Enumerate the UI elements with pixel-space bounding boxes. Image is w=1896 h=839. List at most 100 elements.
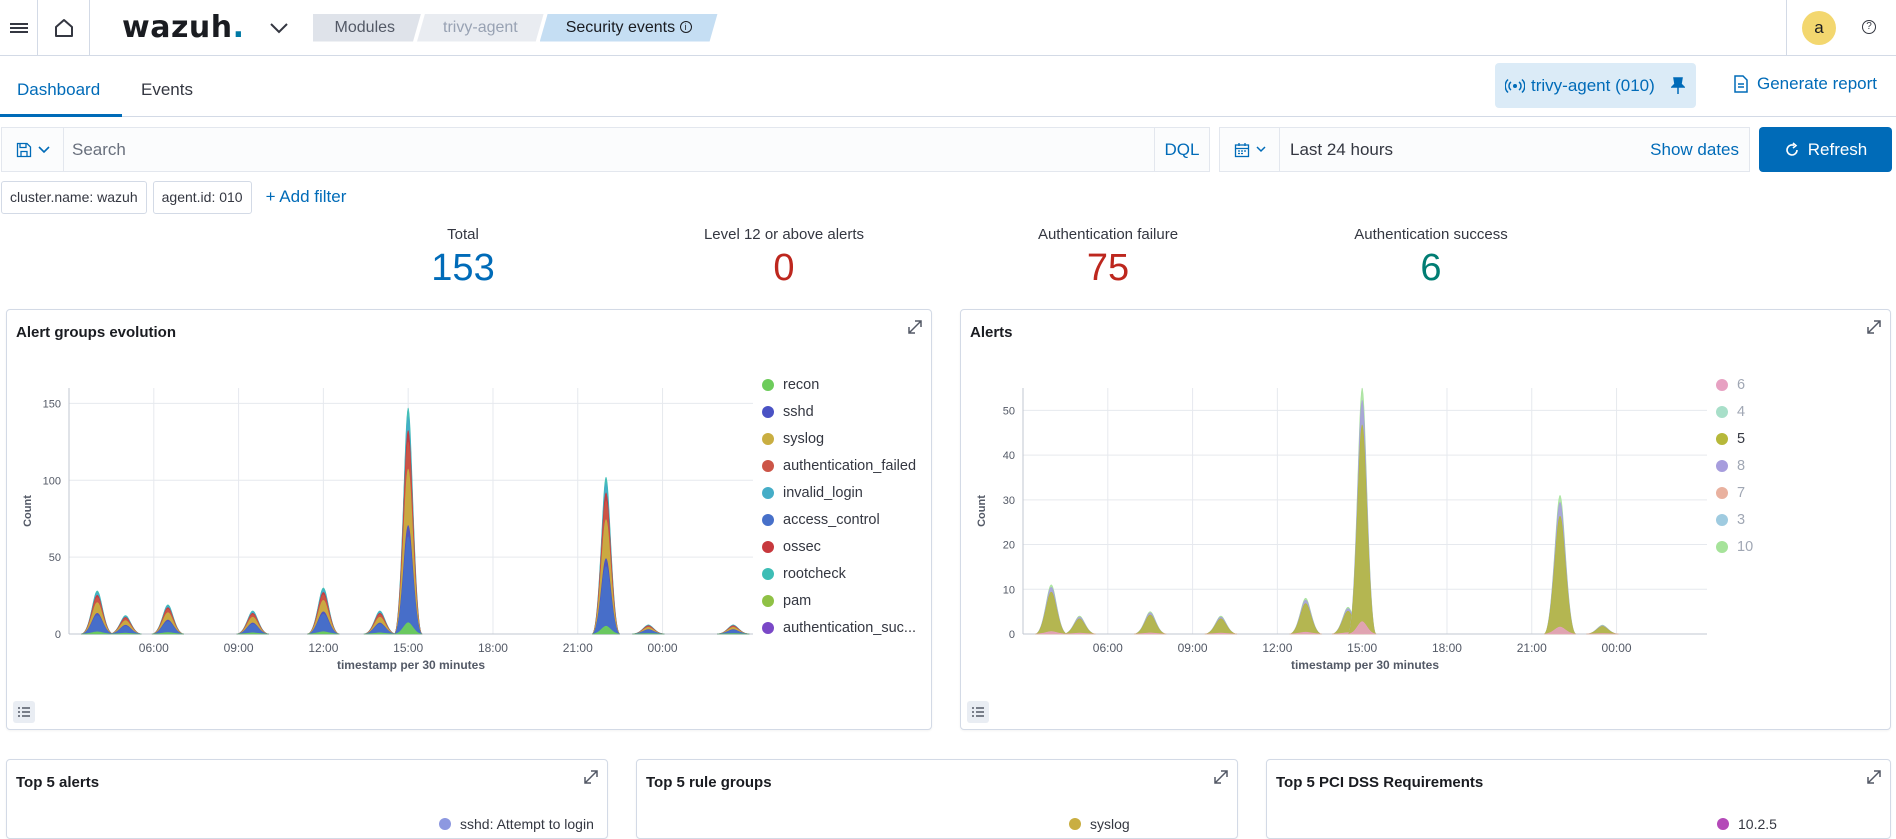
area-mark [237,624,269,634]
stat-value[interactable]: 153 [388,247,538,290]
legend-dot [1716,541,1728,553]
legend-dot [762,541,774,553]
stat-value[interactable]: 75 [1008,247,1208,290]
legend-item[interactable]: 5 [1716,425,1753,452]
x-tick-label: 18:00 [1432,641,1462,655]
panel-title: Alerts [970,324,1013,341]
agent-pill[interactable]: trivy-agent (010) [1495,63,1696,108]
breadcrumb-agent[interactable]: trivy-agent [417,14,544,42]
filter-pill-cluster[interactable]: cluster.name: wazuh [1,181,147,214]
legend-toggle-button[interactable] [13,701,35,723]
breadcrumb-modules[interactable]: Modules [313,14,421,42]
y-axis-label: Count [976,495,988,527]
pin-icon[interactable] [1671,77,1685,95]
legend-item[interactable]: recon [762,371,916,398]
x-tick-label: 06:00 [139,641,169,655]
filter-row: cluster.name: wazuh agent.id: 010 + Add … [1,180,346,214]
list-icon [972,707,984,717]
chevron-down-icon[interactable] [267,16,291,40]
home-icon[interactable] [38,0,90,56]
x-tick-label: 09:00 [224,641,254,655]
legend-item[interactable]: 6 [1716,371,1753,398]
add-filter-button[interactable]: + Add filter [266,187,347,207]
show-dates-link[interactable]: Show dates [1650,140,1749,160]
area-mark [1035,592,1067,634]
legend-item[interactable]: rootcheck [762,560,916,587]
filter-pill-agent[interactable]: agent.id: 010 [153,181,252,214]
save-icon [16,142,32,158]
legend-label: syslog [1090,816,1130,832]
legend-toggle-button[interactable] [967,701,989,723]
tab-events[interactable]: Events [141,80,193,100]
document-icon [1733,75,1749,93]
y-tick-label: 150 [43,398,61,410]
panel-title: Top 5 alerts [16,774,99,791]
expand-icon[interactable] [906,318,924,336]
legend-item[interactable]: authentication_failed [762,452,916,479]
expand-icon[interactable] [1212,768,1230,786]
y-tick-label: 50 [49,552,61,564]
info-icon[interactable]: i [680,21,692,33]
legend-item[interactable]: pam [762,587,916,614]
query-bar: DQL [1,127,1210,172]
legend-item[interactable]: 8 [1716,452,1753,479]
y-axis-label: Count [22,495,34,527]
date-picker: Last 24 hours Show dates [1219,127,1750,172]
x-axis-label: timestamp per 30 minutes [337,658,485,672]
quick-date-button[interactable] [1220,128,1280,171]
legend-item[interactable]: authentication_suc... [762,614,916,641]
stat-value[interactable]: 6 [1331,247,1531,290]
refresh-button[interactable]: Refresh [1759,127,1892,172]
legend-item[interactable]: sshd [762,398,916,425]
tab-dashboard[interactable]: Dashboard [17,80,100,100]
active-tab-indicator [0,114,122,117]
legend-item[interactable]: access_control [762,506,916,533]
legend-item[interactable]: invalid_login [762,479,916,506]
legend-label: 10.2.5 [1738,816,1777,832]
x-tick-label: 09:00 [1178,641,1208,655]
help-icon[interactable]: ? [1862,20,1876,34]
legend-item[interactable]: syslog [762,425,916,452]
search-input[interactable] [64,128,1154,171]
x-tick-label: 12:00 [308,641,338,655]
saved-query-button[interactable] [2,128,64,171]
x-tick-label: 00:00 [648,641,678,655]
legend-label: syslog [783,431,824,447]
divider [1786,0,1787,56]
legend-dot [762,406,774,418]
date-range[interactable]: Last 24 hours [1280,140,1650,160]
legend-label: sshd [783,404,814,420]
avatar[interactable]: a [1802,11,1836,45]
legend-label: invalid_login [783,485,863,501]
legend-item[interactable]: 3 [1716,506,1753,533]
legend-item[interactable]: 4 [1716,398,1753,425]
legend-item[interactable]: 10 [1716,533,1753,560]
stat-value[interactable]: 0 [684,247,884,290]
legend-label: pam [783,593,811,609]
expand-icon[interactable] [582,768,600,786]
y-tick-label: 10 [1003,584,1015,596]
stat-label: Level 12 or above alerts [684,226,884,243]
legend-label: 3 [1737,512,1745,528]
generate-report-button[interactable]: Generate report [1733,74,1877,94]
legend-dot [1716,406,1728,418]
legend-dot [1716,460,1728,472]
area-mark [1586,626,1618,634]
expand-icon[interactable] [1865,768,1883,786]
expand-icon[interactable] [1865,318,1883,336]
legend-item[interactable]: 7 [1716,479,1753,506]
x-tick-label: 15:00 [393,641,423,655]
legend-item[interactable]: ossec [762,533,916,560]
legend-label: 6 [1737,377,1745,393]
dql-button[interactable]: DQL [1154,128,1209,171]
x-tick-label: 21:00 [563,641,593,655]
legend-dot [1716,433,1728,445]
x-tick-label: 00:00 [1602,641,1632,655]
menu-icon[interactable] [0,0,38,56]
legend-label: 5 [1737,431,1745,447]
wazuh-logo[interactable]: wazuh. [122,10,245,45]
legend-item: sshd: Attempt to login [439,816,594,832]
stat-level12: Level 12 or above alerts 0 [684,226,884,290]
